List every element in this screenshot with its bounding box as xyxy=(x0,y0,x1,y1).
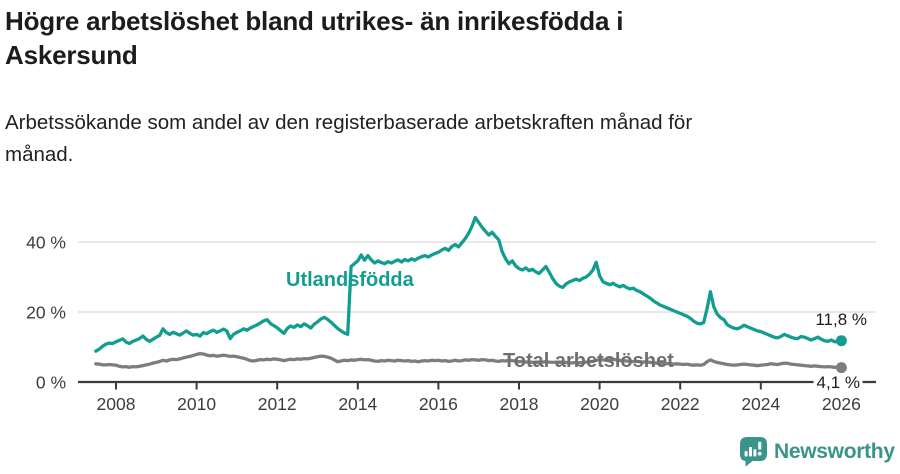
svg-text:2018: 2018 xyxy=(500,394,539,414)
svg-text:2020: 2020 xyxy=(580,394,619,414)
svg-text:2012: 2012 xyxy=(258,394,297,414)
series-label-utlandsfodda: Utlandsfödda xyxy=(286,269,414,291)
svg-text:40 %: 40 % xyxy=(26,233,66,253)
svg-text:2014: 2014 xyxy=(338,394,377,414)
series-label-total-arbetsloshet: Total arbetslöshet xyxy=(503,350,674,372)
newsworthy-icon xyxy=(740,436,767,467)
chart-title: Högre arbetslöshet bland utrikes- än inr… xyxy=(5,4,865,72)
svg-text:2008: 2008 xyxy=(97,394,136,414)
svg-text:2010: 2010 xyxy=(177,394,216,414)
end-value-label-total-arbetsloshet: 4,1 % xyxy=(813,373,863,393)
chart-subtitle: Arbetssökande som andel av den registerb… xyxy=(5,107,875,171)
chart-title-line2: Askersund xyxy=(5,40,138,70)
svg-text:20 %: 20 % xyxy=(26,303,66,323)
svg-text:2022: 2022 xyxy=(661,394,700,414)
svg-text:2024: 2024 xyxy=(741,394,780,414)
svg-text:0 %: 0 % xyxy=(36,373,66,393)
newsworthy-wordmark: Newsworthy xyxy=(774,439,895,463)
svg-text:2026: 2026 xyxy=(822,394,861,414)
chart-title-line1: Högre arbetslöshet bland utrikes- än inr… xyxy=(5,6,624,36)
newsworthy-logo: Newsworthy xyxy=(740,436,895,467)
svg-text:2016: 2016 xyxy=(419,394,458,414)
chart-subtitle-line2: månad. xyxy=(5,143,74,166)
chart-subtitle-line1: Arbetssökande som andel av den registerb… xyxy=(5,111,693,134)
end-value-label-utlandsfodda: 11,8 % xyxy=(815,310,867,329)
